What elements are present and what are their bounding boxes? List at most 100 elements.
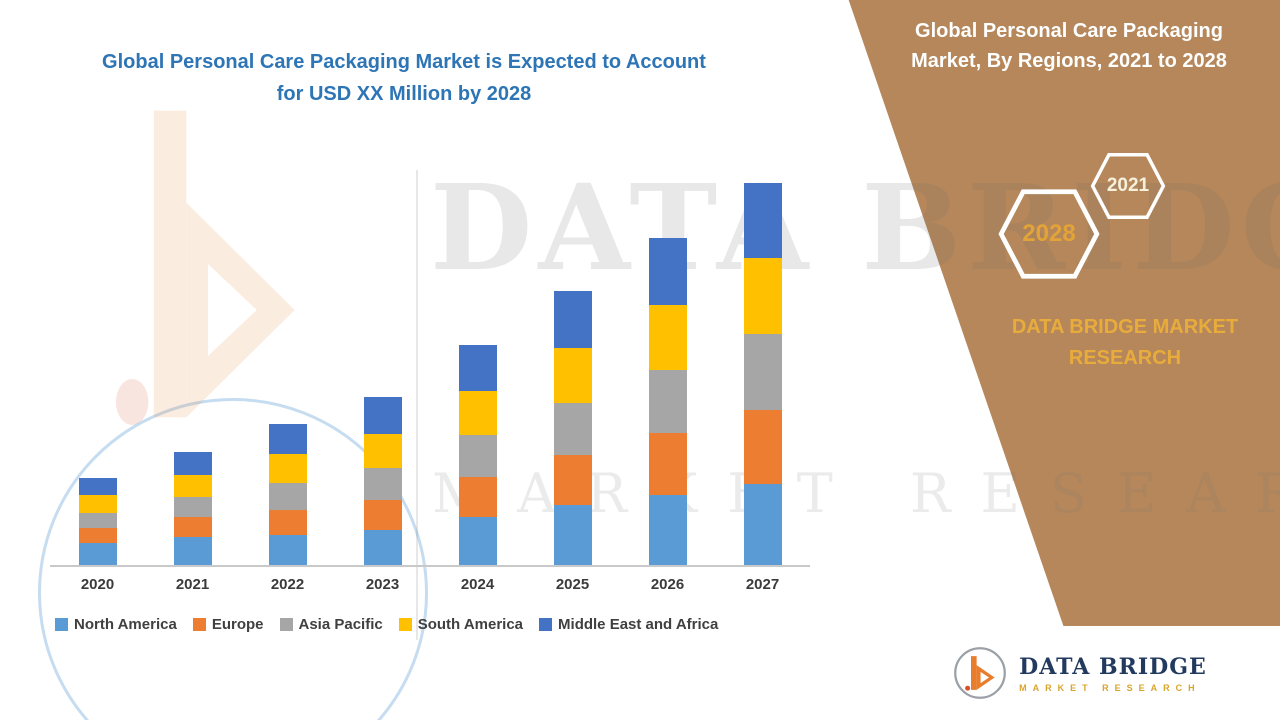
x-axis-labels: 2020 2021 2022 2023 2024 2025 2026 2027 xyxy=(50,567,810,593)
bar-2027 xyxy=(715,180,810,565)
bar-2020 xyxy=(50,180,145,565)
logo-subtitle: MARKET RESEARCH xyxy=(1019,682,1201,693)
legend-item-middle-east-and-africa: Middle East and Africa xyxy=(539,616,718,633)
segment-north-america-2026 xyxy=(648,495,687,565)
legend-item-south-america: South America xyxy=(398,616,524,633)
bar-stack-2020 xyxy=(78,478,117,565)
bar-2022 xyxy=(240,180,335,565)
segment-north-america-2021 xyxy=(173,537,212,565)
x-axis-label-2026: 2026 xyxy=(650,576,685,593)
segment-europe-2025 xyxy=(553,455,592,505)
bar-2021 xyxy=(145,180,240,565)
segment-asia-pacific-2025 xyxy=(553,403,592,455)
bar-stack-2024 xyxy=(458,345,497,565)
panel-heading-line2: Market, By Regions, 2021 to 2028 xyxy=(911,50,1227,72)
segment-europe-2027 xyxy=(743,410,782,484)
segment-europe-2026 xyxy=(648,433,687,495)
segment-middle-east-and-africa-2024 xyxy=(458,345,497,391)
chart-title-line2: for USD XX Million by 2028 xyxy=(276,83,532,105)
badge-2021-label: 2021 xyxy=(1106,175,1150,196)
x-axis-label-2025: 2025 xyxy=(555,576,590,593)
panel-heading-line1: Global Personal Care Packaging xyxy=(915,20,1223,42)
segment-middle-east-and-africa-2021 xyxy=(173,452,212,475)
segment-south-america-2027 xyxy=(743,258,782,334)
x-axis-label-2023: 2023 xyxy=(365,576,400,593)
x-axis-label-2021: 2021 xyxy=(175,576,210,593)
legend-label-south-america: South America xyxy=(417,616,524,633)
segment-europe-2020 xyxy=(78,528,117,543)
segment-asia-pacific-2022 xyxy=(268,483,307,510)
segment-europe-2021 xyxy=(173,517,212,537)
legend-swatch-middle-east-and-africa xyxy=(539,618,553,631)
legend-swatch-south-america xyxy=(398,618,412,631)
segment-north-america-2027 xyxy=(743,484,782,565)
legend-swatch-europe xyxy=(192,618,206,631)
legend-label-europe: Europe xyxy=(211,616,264,633)
segment-middle-east-and-africa-2025 xyxy=(553,291,592,348)
panel-brand-text: DATA BRIDGE MARKET RESEARCH xyxy=(972,312,1278,374)
segment-middle-east-and-africa-2027 xyxy=(743,183,782,258)
segment-south-america-2025 xyxy=(553,348,592,403)
segment-middle-east-and-africa-2023 xyxy=(363,397,402,434)
segment-north-america-2022 xyxy=(268,535,307,565)
bar-2026 xyxy=(620,180,715,565)
segment-europe-2022 xyxy=(268,510,307,535)
segment-south-america-2023 xyxy=(363,434,402,468)
segment-asia-pacific-2026 xyxy=(648,370,687,433)
segment-south-america-2020 xyxy=(78,495,117,513)
legend-label-asia-pacific: Asia Pacific xyxy=(298,616,383,633)
segment-europe-2023 xyxy=(363,500,402,530)
stacked-bar-chart: 2020 2021 2022 2023 2024 2025 2026 2027 xyxy=(50,180,810,593)
segment-asia-pacific-2021 xyxy=(173,497,212,517)
bar-2025 xyxy=(525,180,620,565)
segment-asia-pacific-2023 xyxy=(363,468,402,500)
x-axis-label-2027: 2027 xyxy=(745,576,780,593)
x-axis-label-2022: 2022 xyxy=(270,576,305,593)
segment-europe-2024 xyxy=(458,477,497,517)
chart-legend: North America Europe Asia Pacific South Ame… xyxy=(55,616,718,633)
segment-middle-east-and-africa-2020 xyxy=(78,478,117,495)
segment-north-america-2025 xyxy=(553,505,592,565)
segment-north-america-2024 xyxy=(458,517,497,565)
logo-box: DATA BRIDGE MARKET RESEARCH xyxy=(880,626,1280,720)
panel-brand-line2: RESEARCH xyxy=(1068,347,1182,369)
segment-south-america-2022 xyxy=(268,454,307,483)
legend-label-north-america: North America xyxy=(74,616,177,633)
segment-north-america-2020 xyxy=(78,543,117,565)
plot-area xyxy=(50,180,810,567)
hexagon-badge-2021: 2021 xyxy=(1089,152,1167,220)
segment-asia-pacific-2027 xyxy=(743,334,782,410)
segment-south-america-2021 xyxy=(173,475,212,497)
legend-label-middle-east-and-africa: Middle East and Africa xyxy=(558,616,719,633)
bar-stack-2023 xyxy=(363,397,402,565)
segment-north-america-2023 xyxy=(363,530,402,565)
bar-2024 xyxy=(430,180,525,565)
bar-2023 xyxy=(335,180,430,565)
panel-heading: Global Personal Care Packaging Market, B… xyxy=(868,16,1270,76)
segment-south-america-2026 xyxy=(648,305,687,370)
data-bridge-logo-icon xyxy=(953,646,1007,700)
panel-brand-line1: DATA BRIDGE MARKET xyxy=(1011,316,1239,338)
chart-title: Global Personal Care Packaging Market is… xyxy=(58,46,750,110)
x-axis-label-2024: 2024 xyxy=(460,576,495,593)
legend-item-asia-pacific: Asia Pacific xyxy=(279,616,383,633)
chart-title-line1: Global Personal Care Packaging Market is… xyxy=(102,51,706,73)
legend-item-north-america: North America xyxy=(55,616,177,633)
bar-stack-2022 xyxy=(268,424,307,565)
bar-stack-2026 xyxy=(648,238,687,565)
hexagon-badge-2028: 2028 xyxy=(995,188,1103,280)
x-axis-label-2020: 2020 xyxy=(80,576,115,593)
legend-swatch-north-america xyxy=(55,618,68,631)
logo-name: DATA BRIDGE xyxy=(1019,653,1207,680)
bar-stack-2021 xyxy=(173,452,212,565)
legend-swatch-asia-pacific xyxy=(279,618,293,631)
segment-south-america-2024 xyxy=(458,391,497,435)
segment-middle-east-and-africa-2026 xyxy=(648,238,687,305)
badge-2028-label: 2028 xyxy=(1022,220,1076,247)
logo-text: DATA BRIDGE MARKET RESEARCH xyxy=(1019,654,1207,693)
bar-stack-2025 xyxy=(553,291,592,565)
legend-item-europe: Europe xyxy=(192,616,264,633)
segment-middle-east-and-africa-2022 xyxy=(268,424,307,454)
segment-asia-pacific-2020 xyxy=(78,513,117,528)
